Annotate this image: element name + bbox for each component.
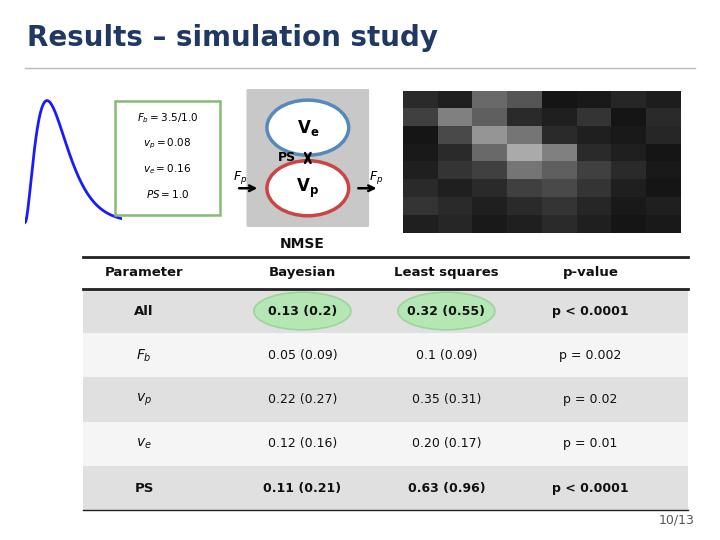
Text: 0.05 (0.09): 0.05 (0.09) <box>268 349 337 362</box>
Ellipse shape <box>397 292 495 330</box>
Text: 0.13 (0.2): 0.13 (0.2) <box>268 305 337 318</box>
Text: 0.22 (0.27): 0.22 (0.27) <box>268 393 337 406</box>
FancyBboxPatch shape <box>83 289 688 333</box>
Text: All: All <box>134 305 154 318</box>
Text: $v_e$: $v_e$ <box>136 437 152 451</box>
Text: p = 0.02: p = 0.02 <box>563 393 618 406</box>
FancyBboxPatch shape <box>115 101 220 215</box>
Text: 0.11 (0.21): 0.11 (0.21) <box>264 482 341 495</box>
FancyBboxPatch shape <box>83 466 688 510</box>
Text: 10/13: 10/13 <box>659 514 695 526</box>
Text: $F_p$: $F_p$ <box>233 168 247 186</box>
FancyBboxPatch shape <box>83 377 688 422</box>
Text: p < 0.0001: p < 0.0001 <box>552 482 629 495</box>
Ellipse shape <box>267 161 348 216</box>
Text: $\mathbf{V_p}$: $\mathbf{V_p}$ <box>297 177 319 200</box>
Text: 0.32 (0.55): 0.32 (0.55) <box>408 305 485 318</box>
Text: 0.1 (0.09): 0.1 (0.09) <box>415 349 477 362</box>
Text: $v_e = 0.16$: $v_e = 0.16$ <box>143 162 192 176</box>
Text: 0.20 (0.17): 0.20 (0.17) <box>412 437 481 450</box>
FancyBboxPatch shape <box>83 333 688 377</box>
Text: 0.12 (0.16): 0.12 (0.16) <box>268 437 337 450</box>
Text: 0.35 (0.31): 0.35 (0.31) <box>412 393 481 406</box>
Text: p < 0.0001: p < 0.0001 <box>552 305 629 318</box>
Text: $\mathbf{V_e}$: $\mathbf{V_e}$ <box>297 118 319 138</box>
Text: Parameter: Parameter <box>104 266 184 279</box>
Text: p = 0.01: p = 0.01 <box>563 437 618 450</box>
Text: PS: PS <box>279 151 297 165</box>
Ellipse shape <box>253 292 351 330</box>
Text: Results – simulation study: Results – simulation study <box>27 24 438 52</box>
FancyBboxPatch shape <box>83 422 688 466</box>
Text: $PS = 1.0$: $PS = 1.0$ <box>145 188 189 200</box>
Text: p-value: p-value <box>562 266 618 279</box>
Text: $F_b = 3.5/1.0$: $F_b = 3.5/1.0$ <box>137 111 198 125</box>
Text: Least squares: Least squares <box>394 266 499 279</box>
Text: $v_p = 0.08$: $v_p = 0.08$ <box>143 136 192 151</box>
Text: p = 0.002: p = 0.002 <box>559 349 621 362</box>
Text: Bayesian: Bayesian <box>269 266 336 279</box>
Text: 0.63 (0.96): 0.63 (0.96) <box>408 482 485 495</box>
Text: $F_p$: $F_p$ <box>369 168 383 186</box>
Text: PS: PS <box>135 482 153 495</box>
FancyBboxPatch shape <box>246 86 369 230</box>
Text: $F_b$: $F_b$ <box>136 347 152 363</box>
Text: NMSE: NMSE <box>280 237 325 251</box>
Text: $v_p$: $v_p$ <box>136 392 152 408</box>
Ellipse shape <box>267 100 348 155</box>
